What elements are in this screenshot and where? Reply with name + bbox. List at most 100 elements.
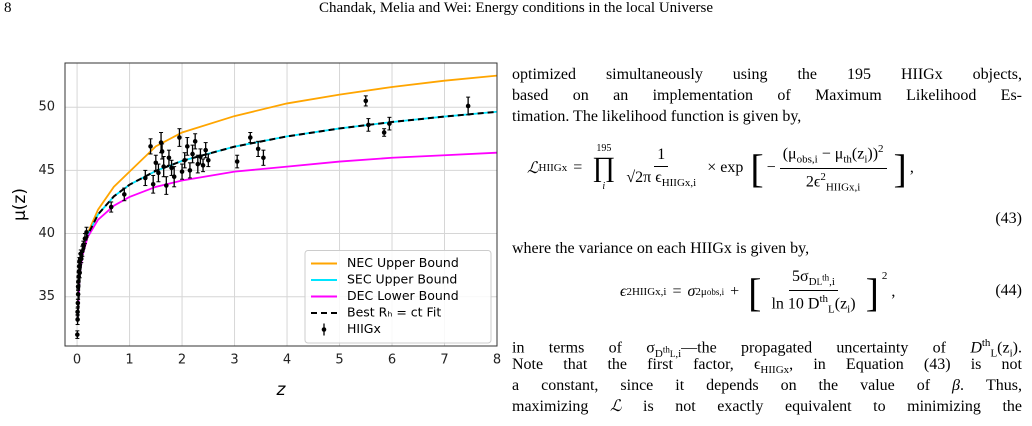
data-point <box>108 204 114 210</box>
text-d1: 2ϵ <box>805 172 821 190</box>
text-prod-sup: 195 <box>596 143 612 154</box>
text-para1: based on an implementation of Maximum Li… <box>512 87 1022 104</box>
legend-label: NEC Upper Bound <box>347 255 459 270</box>
text-n-sub3: i <box>864 153 868 166</box>
data-point <box>192 139 198 144</box>
text-lhs-sub: HIIGx,i <box>631 286 667 298</box>
legend-label: SEC Upper Bound <box>347 272 457 287</box>
data-point <box>159 149 165 154</box>
paragraph-line: a constant, since it depends on the valu… <box>512 375 1022 396</box>
text-lhs-sub: HIIGx <box>538 162 568 174</box>
text-para3: β <box>952 377 961 394</box>
data-point <box>206 157 211 163</box>
text-frac1-den: √2π ϵ <box>626 169 662 187</box>
text-den-sub: L <box>828 303 835 316</box>
text-bracket-r: ] <box>893 145 907 191</box>
text-para3: a constant, since it depends on the valu… <box>512 377 953 394</box>
text-para3: L <box>669 348 676 359</box>
text-lhs-sup: 2 <box>626 286 632 298</box>
text-lhs: ℒ <box>527 160 539 177</box>
text-para3: ). <box>1012 339 1022 357</box>
equation-44: ϵ 2 HIIGx,i = σ 2 μobs,i + [ 5σDLth,i ln 10 D… <box>620 262 895 322</box>
data-point <box>166 155 172 161</box>
data-point <box>381 130 387 135</box>
data-point <box>156 170 161 176</box>
plot-frame <box>64 62 498 347</box>
text-num-sub: D <box>808 276 817 289</box>
text-para3: L <box>990 347 998 360</box>
text-n-sub1: obs,i <box>796 153 818 166</box>
x-tick-label: 6 <box>388 353 396 368</box>
data-point <box>75 309 80 315</box>
data-point <box>122 192 127 197</box>
text-n-mid: − μ <box>817 145 844 163</box>
text-para1: optimized simultaneously using the 195 H… <box>512 66 1022 83</box>
plot-content <box>75 74 497 339</box>
text-para3: (z <box>997 339 1010 357</box>
y-tick-label: 50 <box>38 100 55 115</box>
data-point <box>190 151 195 157</box>
text-number: (43) <box>995 210 1022 227</box>
text-para3: . Thus, <box>960 377 1023 394</box>
data-point <box>185 144 190 149</box>
text-frac1-den-sub: HIIGx,i <box>661 177 697 190</box>
text-den-sup: th <box>819 293 828 306</box>
y-tick-label: 35 <box>38 289 55 304</box>
text-para3: D <box>970 339 982 357</box>
text-t1-subsub: obs,i <box>706 287 725 297</box>
legend-label: Best Rₕ = ct Fit <box>347 305 441 320</box>
text-prod: ∏ <box>592 152 616 183</box>
paragraph-line: in terms of σDthL,i—the propagated uncer… <box>512 333 1022 365</box>
data-point <box>77 270 82 276</box>
text-n-sub2: th <box>843 153 852 166</box>
text-n-close: )) <box>867 145 879 163</box>
text-prod-sub: i <box>602 181 606 192</box>
text-t1-sup: 2 <box>695 286 701 298</box>
running-title: Chandak, Melia and Wei: Energy condition… <box>319 0 713 16</box>
legend-box <box>304 250 492 344</box>
text-frac1-num: 1 <box>654 146 669 168</box>
x-tick-label: 7 <box>440 353 448 368</box>
text-n-sup: 2 <box>878 142 884 155</box>
data-point <box>179 169 185 174</box>
text-num-sub-end: ,i <box>829 276 835 289</box>
text-bracket-r: ] <box>865 269 879 315</box>
text-para3: ,i <box>675 347 682 360</box>
equation-43: ℒ HIIGx = 195 ∏ i 1 √2π ϵHIIGx,i × exp [− (μ… <box>527 128 914 208</box>
legend-swatch <box>321 327 327 332</box>
text-num-subsub: L <box>816 277 823 288</box>
x-tick-label: 0 <box>73 353 81 368</box>
text-lhs: ϵ <box>620 283 627 300</box>
text-n1: (μ <box>782 145 797 163</box>
text-para2: where the variance on each HIIGx is give… <box>512 240 810 257</box>
text-num: 5σ <box>792 268 809 286</box>
text-para1: timation. The likelihood function is giv… <box>512 108 802 125</box>
text-plus: + <box>730 283 740 300</box>
data-point <box>195 161 201 167</box>
text-minus: − <box>766 159 776 176</box>
text-para3: , in Equation (43) is not <box>789 356 1022 373</box>
text-times: × exp <box>707 159 744 176</box>
text-number: (44) <box>995 282 1022 299</box>
x-tick-label: 8 <box>493 353 501 368</box>
legend-label: HIIGx <box>347 321 381 336</box>
data-point <box>187 168 193 173</box>
page-number: 8 <box>4 0 12 16</box>
text-equals: = <box>672 283 682 300</box>
x-axis-label: z <box>276 380 287 400</box>
data-point <box>261 155 266 161</box>
x-tick-label: 1 <box>125 353 133 368</box>
curve <box>76 110 497 320</box>
x-tick-label: 3 <box>230 353 238 368</box>
text-para3: HIIGx <box>760 364 790 377</box>
data-point <box>75 332 80 337</box>
paragraph-line: maximizing ℒ is not exactly equivalent t… <box>512 396 1022 417</box>
text-para3: D <box>654 347 663 360</box>
data-point <box>200 163 206 168</box>
x-tick-label: 2 <box>178 353 186 368</box>
text-para3: is not exactly equivalent to minimizing … <box>621 398 1022 415</box>
text-equals: = <box>573 159 583 176</box>
data-point <box>255 146 261 152</box>
data-point <box>177 135 182 140</box>
